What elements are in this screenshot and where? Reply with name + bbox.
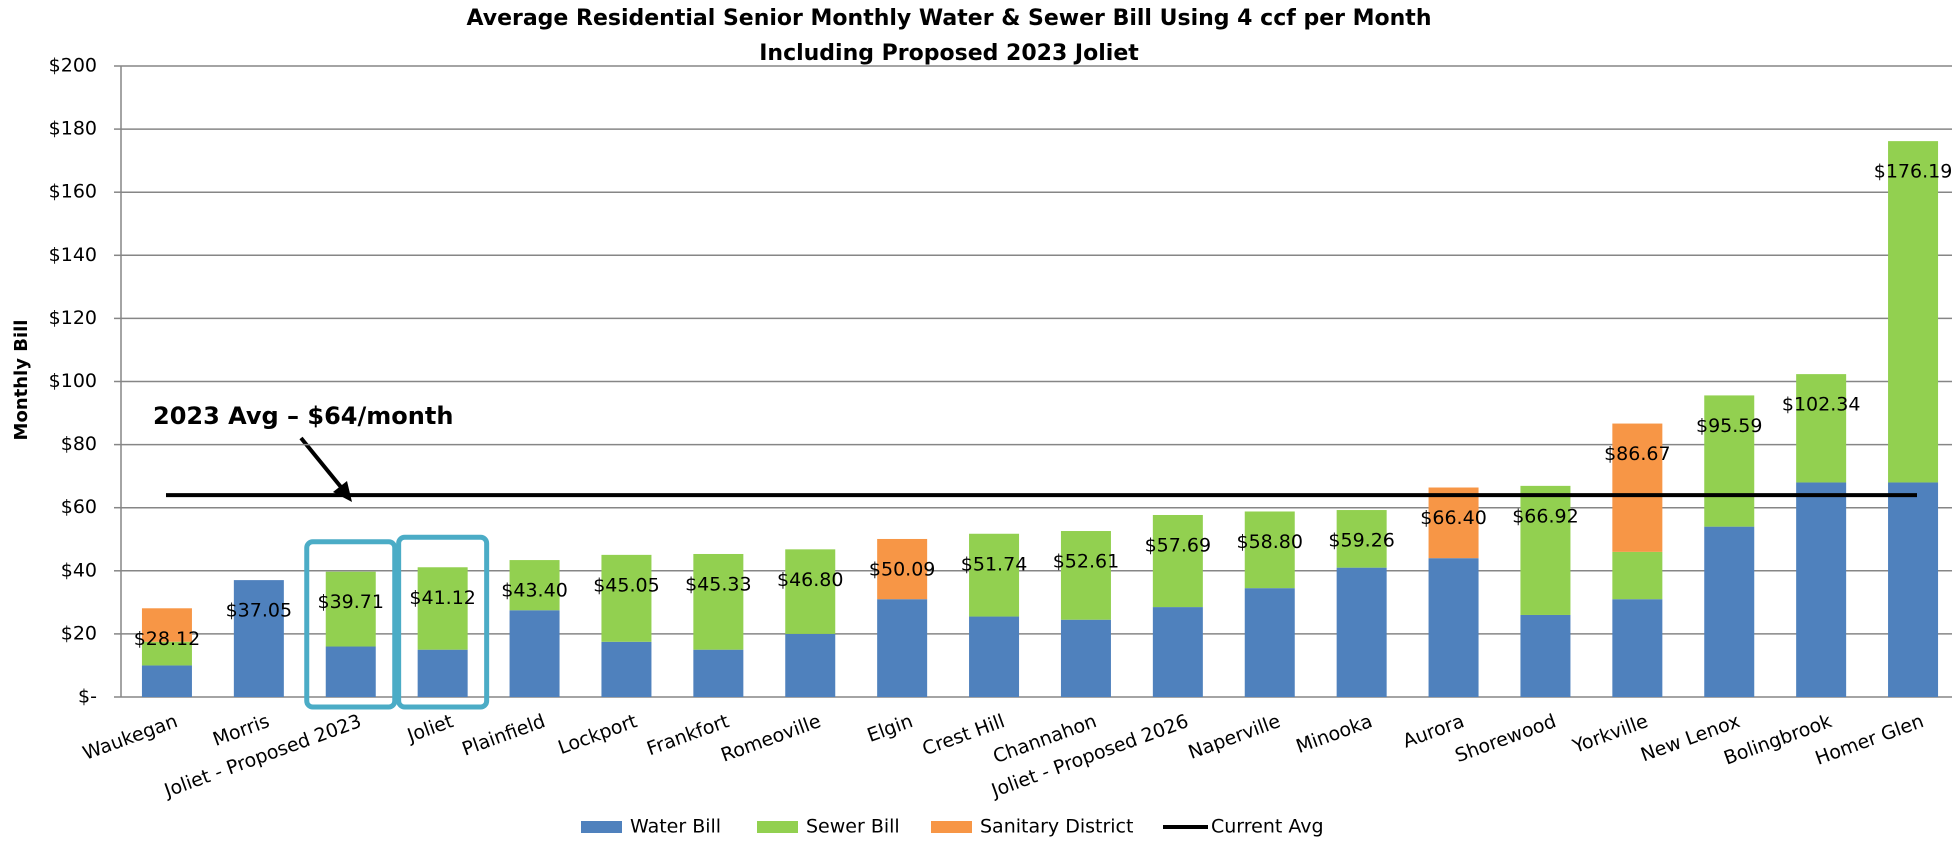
x-tick-label: Joliet (404, 710, 457, 747)
bar-segment (1888, 482, 1939, 697)
data-label: $45.33 (685, 573, 751, 595)
data-label: $176.19 (1874, 161, 1952, 183)
data-label: $41.12 (409, 587, 475, 609)
y-axis-label: Monthly Bill (11, 320, 32, 441)
bar-segment (1428, 487, 1479, 559)
data-label: $58.80 (1237, 531, 1303, 553)
bar-segment (1060, 531, 1111, 620)
bar-segment (509, 610, 560, 697)
y-tick-label: $40 (61, 559, 97, 581)
data-label: $102.34 (1782, 394, 1861, 416)
y-tick-label: $80 (61, 433, 97, 455)
bar-segment (1244, 511, 1295, 589)
legend-label: Sewer Bill (806, 816, 900, 838)
x-tick-label: Shorewood (1452, 710, 1559, 767)
chart-subtitle: Including Proposed 2023 Joliet (759, 41, 1139, 66)
x-tick-label: Frankfort (644, 710, 732, 760)
bar-segment (693, 553, 744, 650)
x-tick-label: Waukegan (80, 710, 181, 765)
x-tick-label: Minooka (1293, 710, 1375, 758)
bar-segment (1796, 374, 1847, 483)
legend-swatch (581, 821, 622, 833)
y-tick-label: $140 (49, 244, 97, 266)
bar-segment (877, 599, 928, 697)
bar-segment (1152, 514, 1203, 608)
bar-segment (417, 567, 468, 650)
bar-segment (417, 649, 468, 697)
data-label: $43.40 (501, 580, 567, 602)
legend-swatch (931, 821, 972, 833)
bar-segment (1704, 395, 1755, 527)
bar-segment (785, 633, 836, 697)
legend-label: Sanitary District (980, 816, 1133, 838)
bar-segment (785, 549, 836, 634)
data-label: $86.67 (1604, 443, 1670, 465)
bar-segment (601, 641, 652, 697)
x-tick-label: Yorkville (1569, 710, 1651, 758)
bar-segment (1336, 510, 1387, 568)
y-tick-label: $160 (49, 181, 97, 203)
bar-segment (601, 554, 652, 642)
bar-segment (1336, 567, 1387, 697)
bar-segment (509, 560, 560, 611)
bar-segment (1060, 619, 1111, 697)
x-tick-label: Lockport (555, 710, 640, 759)
legend-label: Water Bill (630, 816, 721, 838)
highlight-box (304, 539, 398, 710)
bar-segment (1520, 485, 1571, 615)
bar-segment (1428, 558, 1479, 697)
bar-segment (325, 571, 376, 647)
bar-segment (1152, 607, 1203, 697)
bar-segment (233, 580, 284, 697)
x-tick-label: Plainfield (459, 710, 548, 760)
bar-segment (1704, 526, 1755, 697)
bar-segment (1888, 141, 1939, 483)
bar-segment (141, 608, 192, 642)
legend-label: Current Avg (1211, 816, 1324, 838)
bar-segment (1520, 614, 1571, 697)
y-tick-label: $60 (61, 496, 97, 518)
data-label: $39.71 (318, 591, 384, 613)
y-tick-label: $120 (49, 307, 97, 329)
y-tick-label: $200 (49, 55, 97, 77)
bar-segment (1796, 482, 1847, 697)
y-tick-label: $- (78, 686, 97, 708)
legend-swatch (757, 821, 798, 833)
bar-segment (141, 641, 192, 666)
bar-segment (969, 616, 1020, 697)
bar-segment (1612, 599, 1663, 697)
data-label: $45.05 (593, 574, 659, 596)
bar-segment (1244, 588, 1295, 697)
data-label: $57.69 (1145, 534, 1211, 556)
data-label: $66.40 (1420, 507, 1486, 529)
annotation-arrow (299, 436, 347, 494)
x-tick-label: Romeoville (718, 710, 824, 766)
data-label: $52.61 (1053, 551, 1119, 573)
bar-segment (877, 538, 928, 600)
data-label: $37.05 (226, 600, 292, 622)
y-tick-label: $20 (61, 622, 97, 644)
annotation: 2023 Avg – $64/month (153, 402, 453, 430)
highlight-box (396, 534, 490, 710)
data-label: $51.74 (961, 553, 1027, 575)
y-tick-label: $100 (49, 370, 97, 392)
data-label: $95.59 (1696, 415, 1762, 437)
x-tick-label: Elgin (864, 710, 915, 747)
chart-title: Average Residential Senior Monthly Water… (466, 6, 1431, 31)
annotation-arrowhead (333, 481, 352, 502)
bar-segment (969, 533, 1020, 617)
bar-segment (1612, 551, 1663, 600)
bar-segment (325, 646, 376, 697)
data-label: $50.09 (869, 558, 935, 580)
data-label: $66.92 (1512, 505, 1578, 527)
data-label: $59.26 (1328, 530, 1394, 552)
bar-segment (693, 649, 744, 697)
data-label: $46.80 (777, 569, 843, 591)
y-tick-label: $180 (49, 118, 97, 140)
data-label: $28.12 (134, 628, 200, 650)
bar-segment (1612, 423, 1663, 552)
bar-segment (141, 665, 192, 697)
x-tick-label: Naperville (1185, 710, 1283, 764)
